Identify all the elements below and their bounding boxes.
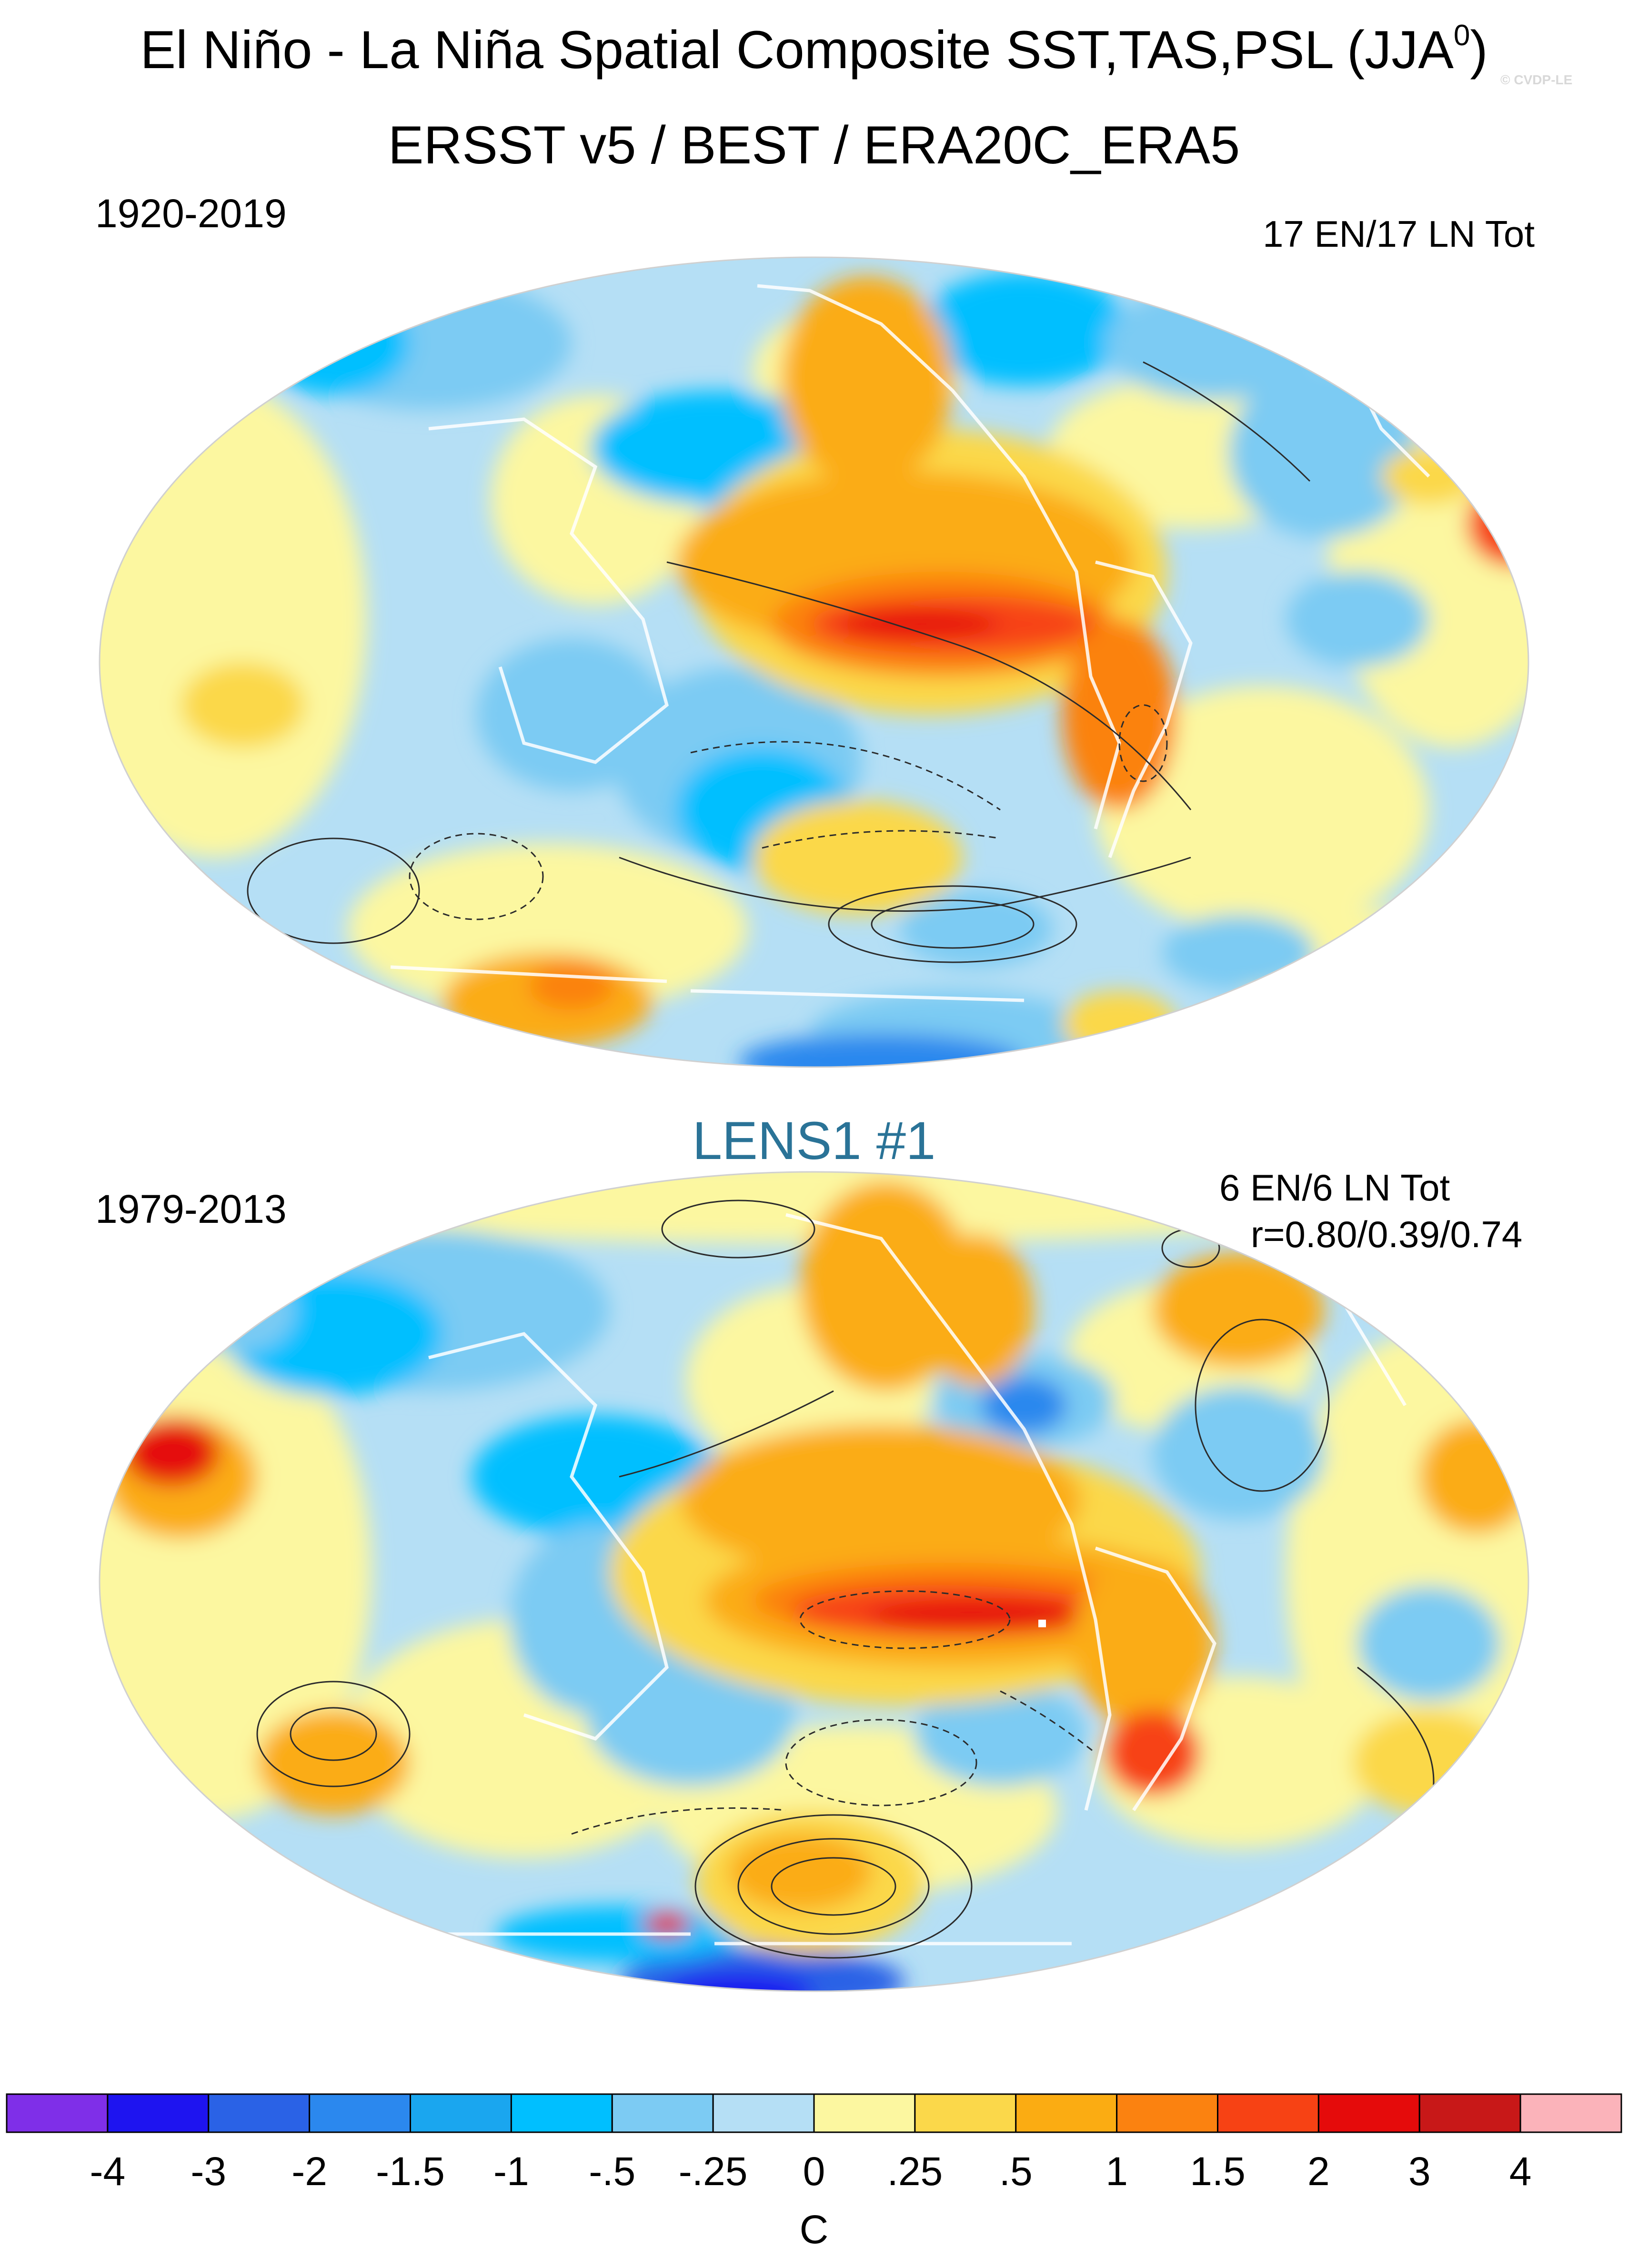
colorbar (6, 2093, 1622, 2133)
colorbar-swatch (1217, 2093, 1319, 2133)
colorbar-tick-label: -2 (291, 2149, 327, 2194)
period-label-observations: 1920-2019 (95, 191, 287, 236)
figure-subtitle: ERSST v5 / BEST / ERA20C_ERA5 (388, 115, 1240, 175)
map-observations (99, 256, 1529, 1068)
pattern-correlation-lens1: r=0.80/0.39/0.74 (1251, 1213, 1523, 1255)
colorbar-swatch (6, 2093, 109, 2133)
psl-contours-negative-observations (409, 704, 1168, 920)
colorbar-tick-label: -.5 (589, 2149, 636, 2194)
colorbar-tick-label: 0 (803, 2149, 825, 2194)
colorbar-tick-label: 1.5 (1190, 2149, 1246, 2194)
colorbar-swatch (611, 2093, 714, 2133)
figure-title-close: ) (1470, 20, 1488, 80)
colorbar-tick-label: 2 (1307, 2149, 1330, 2194)
sst-anomaly-field-lens1 (100, 1172, 1528, 1991)
event-counts-observations: 17 EN/17 LN Tot (1263, 213, 1535, 255)
colorbar-swatch (1116, 2093, 1218, 2133)
colorbar-swatch (510, 2093, 613, 2133)
event-counts-lens1: 6 EN/6 LN Tot (1219, 1167, 1450, 1209)
credit-watermark: © CVDP-LE (1500, 72, 1573, 87)
colorbar-tick-label: -1.5 (376, 2149, 445, 2194)
season-lag-superscript: 0 (1453, 19, 1470, 52)
panel-title-lens1: LENS1 #1 (692, 1111, 936, 1170)
colorbar-tick-label: .5 (999, 2149, 1033, 2194)
colorbar-tick-label: .25 (887, 2149, 943, 2194)
period-label-lens1: 1979-2013 (95, 1187, 287, 1231)
colorbar-tick-label: -3 (191, 2149, 227, 2194)
colorbar-swatch (107, 2093, 210, 2133)
map-lens1 (99, 1171, 1529, 1992)
colorbar-tick-label: -.25 (678, 2149, 748, 2194)
coastlines-lens1 (405, 1213, 1407, 1945)
colorbar-swatch (914, 2093, 1017, 2133)
psl-contours-lens1 (256, 1200, 1435, 1959)
colorbar-tick-label: 4 (1509, 2149, 1532, 2194)
colorbar-swatch (1519, 2093, 1622, 2133)
colorbar-unit: C (799, 2207, 829, 2252)
colorbar-tick-label: -1 (493, 2149, 529, 2194)
colorbar-tick-label: 1 (1105, 2149, 1128, 2194)
colorbar-swatch (813, 2093, 916, 2133)
colorbar-swatch (309, 2093, 411, 2133)
colorbar-swatch (1418, 2093, 1521, 2133)
colorbar-tick-label: -4 (90, 2149, 126, 2194)
psl-contours-negative-lens1 (571, 1590, 1096, 1835)
figure-title-text: El Niño - La Niña Spatial Composite SST,… (140, 20, 1454, 80)
colorbar-swatch (712, 2093, 815, 2133)
colorbar-swatch (1317, 2093, 1420, 2133)
colorbar-swatch (1015, 2093, 1118, 2133)
figure-title: El Niño - La Niña Spatial Composite SST,… (0, 19, 1628, 81)
colorbar-swatch (410, 2093, 512, 2133)
missing-data-cell (1038, 1620, 1046, 1627)
colorbar-swatch (208, 2093, 311, 2133)
colorbar-tick-label: 3 (1408, 2149, 1431, 2194)
